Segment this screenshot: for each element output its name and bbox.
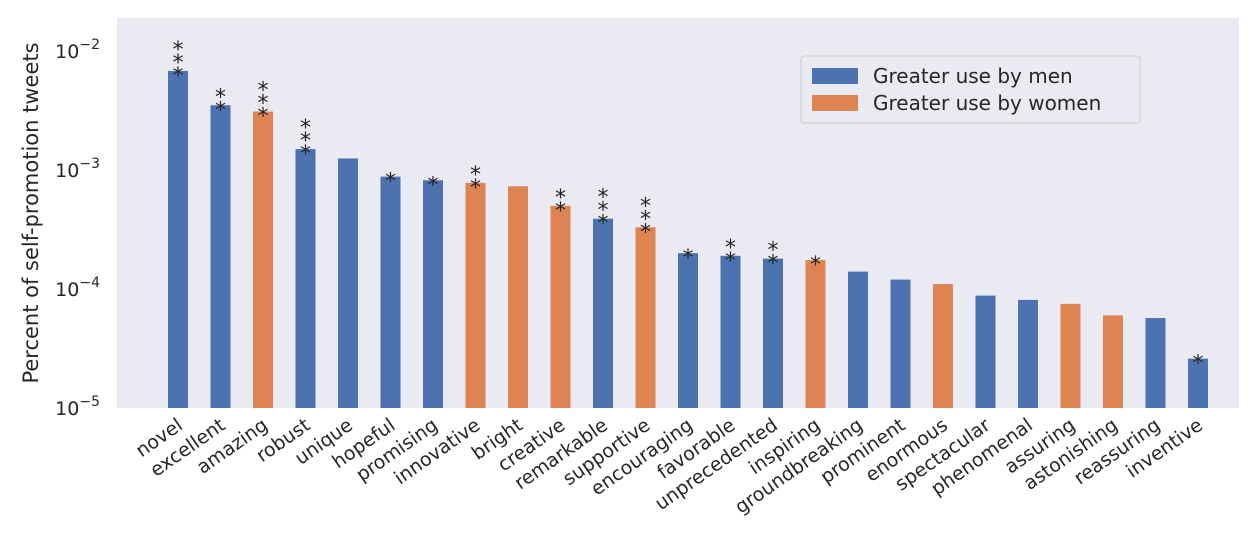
significance-star: *	[768, 239, 779, 264]
significance-star: *	[768, 252, 779, 277]
significance-star: *	[300, 129, 311, 154]
bar-enormous	[933, 284, 953, 408]
significance-star: *	[215, 98, 226, 123]
significance-star: *	[598, 186, 609, 211]
legend-box	[800, 55, 1141, 124]
significance-star: *	[258, 92, 269, 117]
significance-star: *	[300, 142, 311, 167]
bar-spectacular	[975, 295, 996, 408]
legend-swatch-men	[812, 68, 858, 84]
y-tick-label: 10−2	[55, 37, 100, 63]
significance-star: *	[725, 249, 736, 274]
bar-bright	[508, 186, 528, 408]
bars-group	[168, 70, 1208, 409]
significance-star: *	[428, 173, 439, 198]
significance-star: *	[470, 176, 481, 201]
y-tick-label: 10−5	[55, 394, 100, 420]
bar-remarkable	[593, 218, 613, 408]
legend-swatch-women	[812, 95, 858, 111]
bar-innovative	[465, 182, 486, 408]
significance-star: *	[555, 199, 566, 224]
bar-groundbreaking	[848, 271, 868, 408]
bar-unique	[338, 158, 358, 408]
significance-star: *	[640, 194, 651, 219]
bar-robust	[295, 149, 316, 408]
bar-supportive	[635, 227, 656, 408]
significance-star: *	[385, 170, 396, 195]
bar-promising	[423, 180, 443, 408]
significance-star: *	[173, 64, 184, 89]
significance-star: *	[173, 38, 184, 63]
significance-star: *	[598, 212, 609, 237]
bar-inventive	[1188, 358, 1208, 408]
significance-star: *	[598, 199, 609, 224]
bar-prominent	[890, 279, 911, 408]
significance-star: *	[173, 51, 184, 76]
bar-favorable	[720, 255, 741, 408]
significance-star: *	[258, 105, 269, 130]
significance-star: *	[810, 253, 821, 278]
y-tick-label: 10−4	[55, 275, 100, 301]
y-tick-label: 10−3	[55, 156, 100, 182]
bar-excellent	[210, 105, 231, 408]
legend: Greater use by men Greater use by women	[800, 55, 1141, 124]
significance-marks-group: ************ * *********** ******	[173, 38, 1204, 377]
bar-amazing	[253, 111, 273, 409]
bar-encouraging	[678, 253, 698, 408]
legend-label-women: Greater use by women	[873, 91, 1101, 115]
y-axis-ticks: 10−5 10−4 10−3 10−2	[55, 37, 100, 420]
significance-star: *	[258, 79, 269, 104]
significance-star: *	[470, 163, 481, 188]
significance-star: *	[300, 116, 311, 141]
bar-astonishing	[1103, 315, 1123, 408]
bar-assuring	[1060, 303, 1081, 408]
significance-star: *	[1193, 352, 1204, 377]
bar-inspiring	[805, 260, 826, 408]
significance-star: *	[725, 236, 736, 261]
bar-reassuring	[1145, 318, 1166, 408]
y-axis-title: Percent of self-promotion tweets	[19, 42, 43, 383]
significance-star: *	[215, 85, 226, 110]
bar-hopeful	[380, 176, 401, 408]
legend-label-men: Greater use by men	[873, 64, 1073, 88]
x-axis-category-labels: novelexcellentamazingrobustuniquehopeful…	[132, 414, 1207, 518]
significance-star: *	[640, 207, 651, 232]
bar-novel	[168, 70, 188, 408]
significance-star: *	[683, 246, 694, 271]
bar-phenomenal	[1018, 299, 1038, 408]
significance-star: *	[640, 220, 651, 245]
bar-creative	[550, 205, 571, 408]
significance-star: *	[555, 186, 566, 211]
bar-unprecedented	[763, 258, 783, 408]
